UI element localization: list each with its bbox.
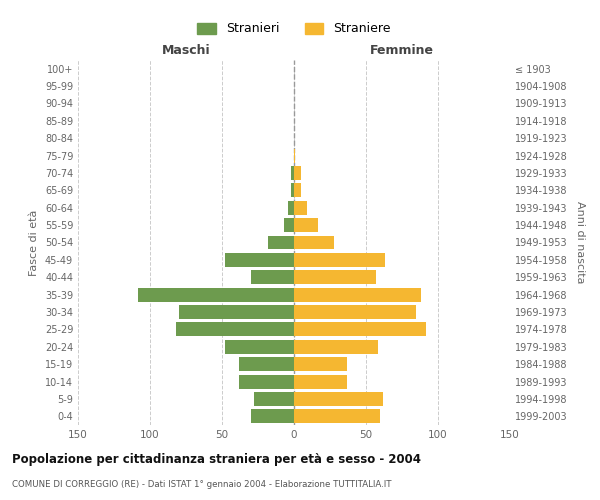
- Text: Femmine: Femmine: [370, 44, 434, 57]
- Bar: [294, 148, 295, 162]
- Text: Popolazione per cittadinanza straniera per età e sesso - 2004: Popolazione per cittadinanza straniera p…: [12, 452, 421, 466]
- Bar: [294, 253, 385, 267]
- Text: Maschi: Maschi: [161, 44, 211, 57]
- Bar: [294, 270, 376, 284]
- Bar: [294, 410, 380, 424]
- Y-axis label: Anni di nascita: Anni di nascita: [575, 201, 584, 284]
- Bar: [284, 218, 294, 232]
- Text: COMUNE DI CORREGGIO (RE) - Dati ISTAT 1° gennaio 2004 - Elaborazione TUTTITALIA.: COMUNE DI CORREGGIO (RE) - Dati ISTAT 1°…: [12, 480, 392, 489]
- Bar: [294, 374, 347, 388]
- Bar: [225, 253, 294, 267]
- Bar: [294, 236, 334, 250]
- Bar: [176, 322, 294, 336]
- Bar: [254, 392, 294, 406]
- Bar: [294, 357, 347, 371]
- Bar: [294, 305, 416, 319]
- Bar: [268, 236, 294, 250]
- Bar: [291, 166, 294, 180]
- Bar: [239, 374, 294, 388]
- Bar: [294, 288, 421, 302]
- Bar: [179, 305, 294, 319]
- Bar: [251, 410, 294, 424]
- Legend: Stranieri, Straniere: Stranieri, Straniere: [197, 22, 391, 36]
- Bar: [251, 270, 294, 284]
- Bar: [294, 201, 307, 214]
- Bar: [139, 288, 294, 302]
- Y-axis label: Fasce di età: Fasce di età: [29, 210, 39, 276]
- Bar: [294, 392, 383, 406]
- Bar: [288, 201, 294, 214]
- Bar: [294, 184, 301, 198]
- Bar: [239, 357, 294, 371]
- Bar: [294, 218, 319, 232]
- Bar: [291, 184, 294, 198]
- Bar: [294, 322, 427, 336]
- Bar: [225, 340, 294, 353]
- Bar: [294, 340, 377, 353]
- Bar: [294, 166, 301, 180]
